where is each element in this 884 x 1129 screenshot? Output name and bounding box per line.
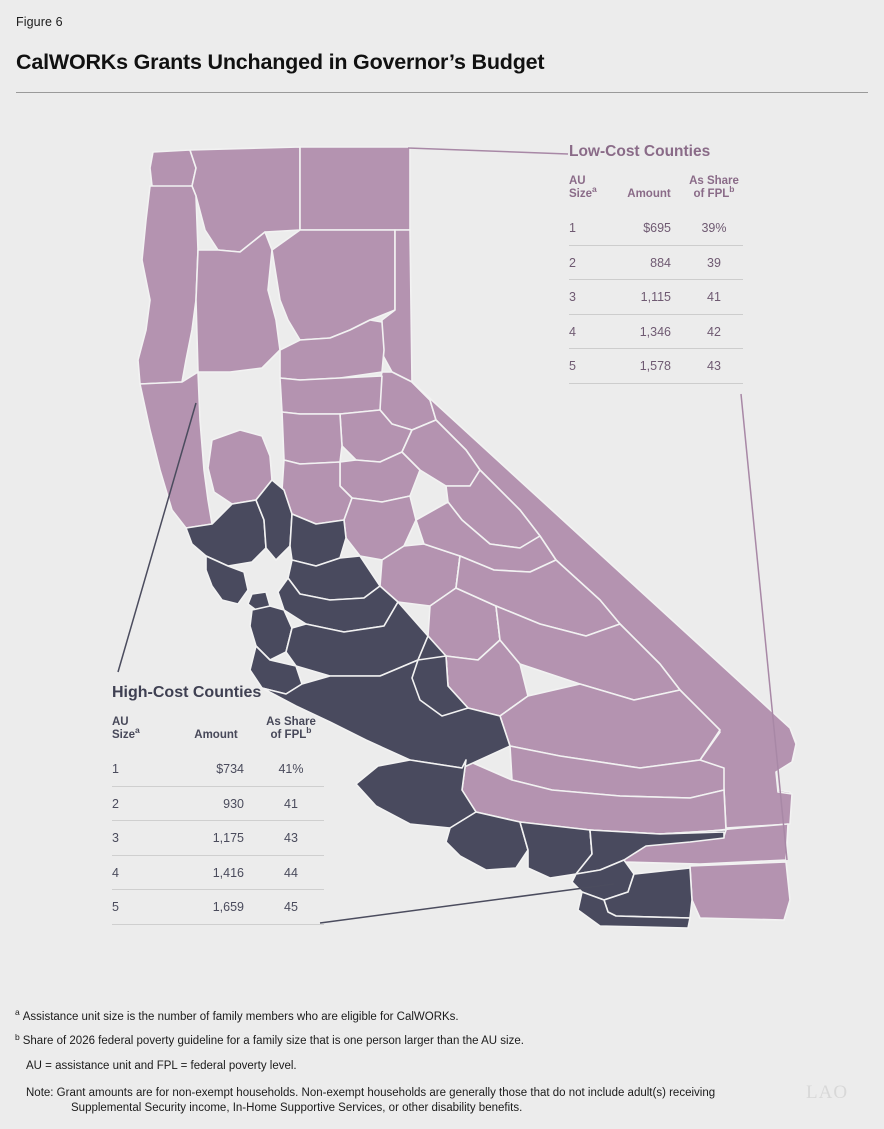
footnote-b-text: Share of 2026 federal poverty guideline …: [22, 1035, 524, 1048]
cell-au-size: 4: [569, 314, 613, 350]
cell-share: 43: [258, 820, 324, 856]
low-cost-table-title: Low-Cost Counties: [569, 143, 711, 160]
table-header-row: AU Sizea Amount As Share of FPLb: [569, 175, 743, 211]
footnote-b: b Share of 2026 federal poverty guideline…: [15, 1031, 865, 1048]
cell-share: 41: [685, 279, 743, 315]
column-header-au-size: AU Sizea: [112, 716, 140, 742]
page-title: CalWORKs Grants Unchanged in Governor’s …: [16, 50, 545, 74]
cell-au-size: 2: [112, 786, 174, 822]
low-cost-table-body: 1 $695 39% 2 884 39 3 1,115 41 4 1,346: [569, 211, 743, 384]
cell-share: 39%: [685, 211, 743, 246]
column-header-share: As Share of FPLb: [689, 175, 739, 201]
cell-au-size: 4: [112, 855, 174, 891]
footnotes: a Assistance unit size is the number of f…: [15, 1007, 865, 1125]
cell-amount: 1,115: [613, 279, 685, 315]
california-map: .lc{fill:#b493b0;stroke:#f2f2f2;stroke-w…: [117, 146, 797, 929]
table-row: 2 884 39: [569, 245, 743, 281]
table-row: 1 $734 41%: [112, 752, 324, 787]
table-row: 4 1,346 42: [569, 314, 743, 350]
cell-au-size: 1: [112, 752, 174, 787]
cell-amount: 1,416: [174, 855, 258, 891]
title-divider: [16, 92, 868, 93]
high-cost-table-body: 1 $734 41% 2 930 41 3 1,175 43 4 1,416: [112, 752, 324, 925]
column-header-amount: Amount: [627, 188, 671, 201]
footnote-a: a Assistance unit size is the number of f…: [15, 1007, 865, 1024]
cell-au-size: 3: [112, 820, 174, 856]
cell-au-size: 5: [112, 889, 174, 925]
cell-amount: 1,659: [174, 889, 258, 925]
footnote-note-line1: Note: Grant amounts are for non-exempt h…: [26, 1087, 716, 1100]
cell-amount: 884: [613, 245, 685, 281]
footnote-note: Note: Grant amounts are for non-exempt h…: [15, 1086, 865, 1115]
cell-share: 45: [258, 889, 324, 925]
low-cost-counties-table: Low-Cost Counties AU Sizea Amount As Shar…: [569, 143, 743, 384]
figure-label: Figure 6: [16, 15, 63, 29]
cell-share: 41%: [258, 752, 324, 787]
cell-share: 42: [685, 314, 743, 350]
cell-amount: 1,578: [613, 348, 685, 384]
table-row: 5 1,659 45: [112, 889, 324, 925]
cell-share: 44: [258, 855, 324, 891]
table-row: 3 1,115 41: [569, 279, 743, 315]
column-header-au-size: AU Sizea: [569, 175, 597, 201]
column-header-share: As Share of FPLb: [266, 716, 316, 742]
table-header-row: AU Sizea Amount As Share of FPLb: [112, 716, 324, 752]
cell-au-size: 2: [569, 245, 613, 281]
lao-logo: LAO: [806, 1082, 849, 1103]
high-cost-counties-table: High-Cost Counties AU Sizea Amount As Sha…: [112, 684, 324, 925]
table-row: 2 930 41: [112, 786, 324, 822]
cell-share: 43: [685, 348, 743, 384]
footnote-a-text: Assistance unit size is the number of fa…: [22, 1011, 459, 1023]
cell-share: 39: [685, 245, 743, 281]
cell-au-size: 3: [569, 279, 613, 315]
cell-amount: 1,175: [174, 820, 258, 856]
low-cost-grant-table: AU Sizea Amount As Share of FPLb 1 $695 39…: [569, 175, 743, 384]
cell-au-size: 5: [569, 348, 613, 384]
footnote-a-marker: a: [15, 1007, 20, 1018]
footnote-b-marker: b: [15, 1031, 20, 1042]
footnote-abbreviations: AU = assistance unit and FPL = federal p…: [26, 1059, 297, 1072]
cell-amount: 1,346: [613, 314, 685, 350]
high-cost-grant-table: AU Sizea Amount As Share of FPLb 1 $734 41…: [112, 716, 324, 925]
cell-au-size: 1: [569, 211, 613, 246]
high-cost-table-title: High-Cost Counties: [112, 684, 262, 701]
table-row: 5 1,578 43: [569, 348, 743, 384]
cell-share: 41: [258, 786, 324, 822]
table-row: 3 1,175 43: [112, 820, 324, 856]
cell-amount: 930: [174, 786, 258, 822]
table-row: 1 $695 39%: [569, 211, 743, 246]
column-header-amount: Amount: [194, 729, 238, 742]
table-row: 4 1,416 44: [112, 855, 324, 891]
cell-amount: $695: [613, 211, 685, 246]
footnote-note-line2: Supplemental Security income, In-Home Su…: [71, 1101, 523, 1114]
cell-amount: $734: [174, 752, 258, 787]
